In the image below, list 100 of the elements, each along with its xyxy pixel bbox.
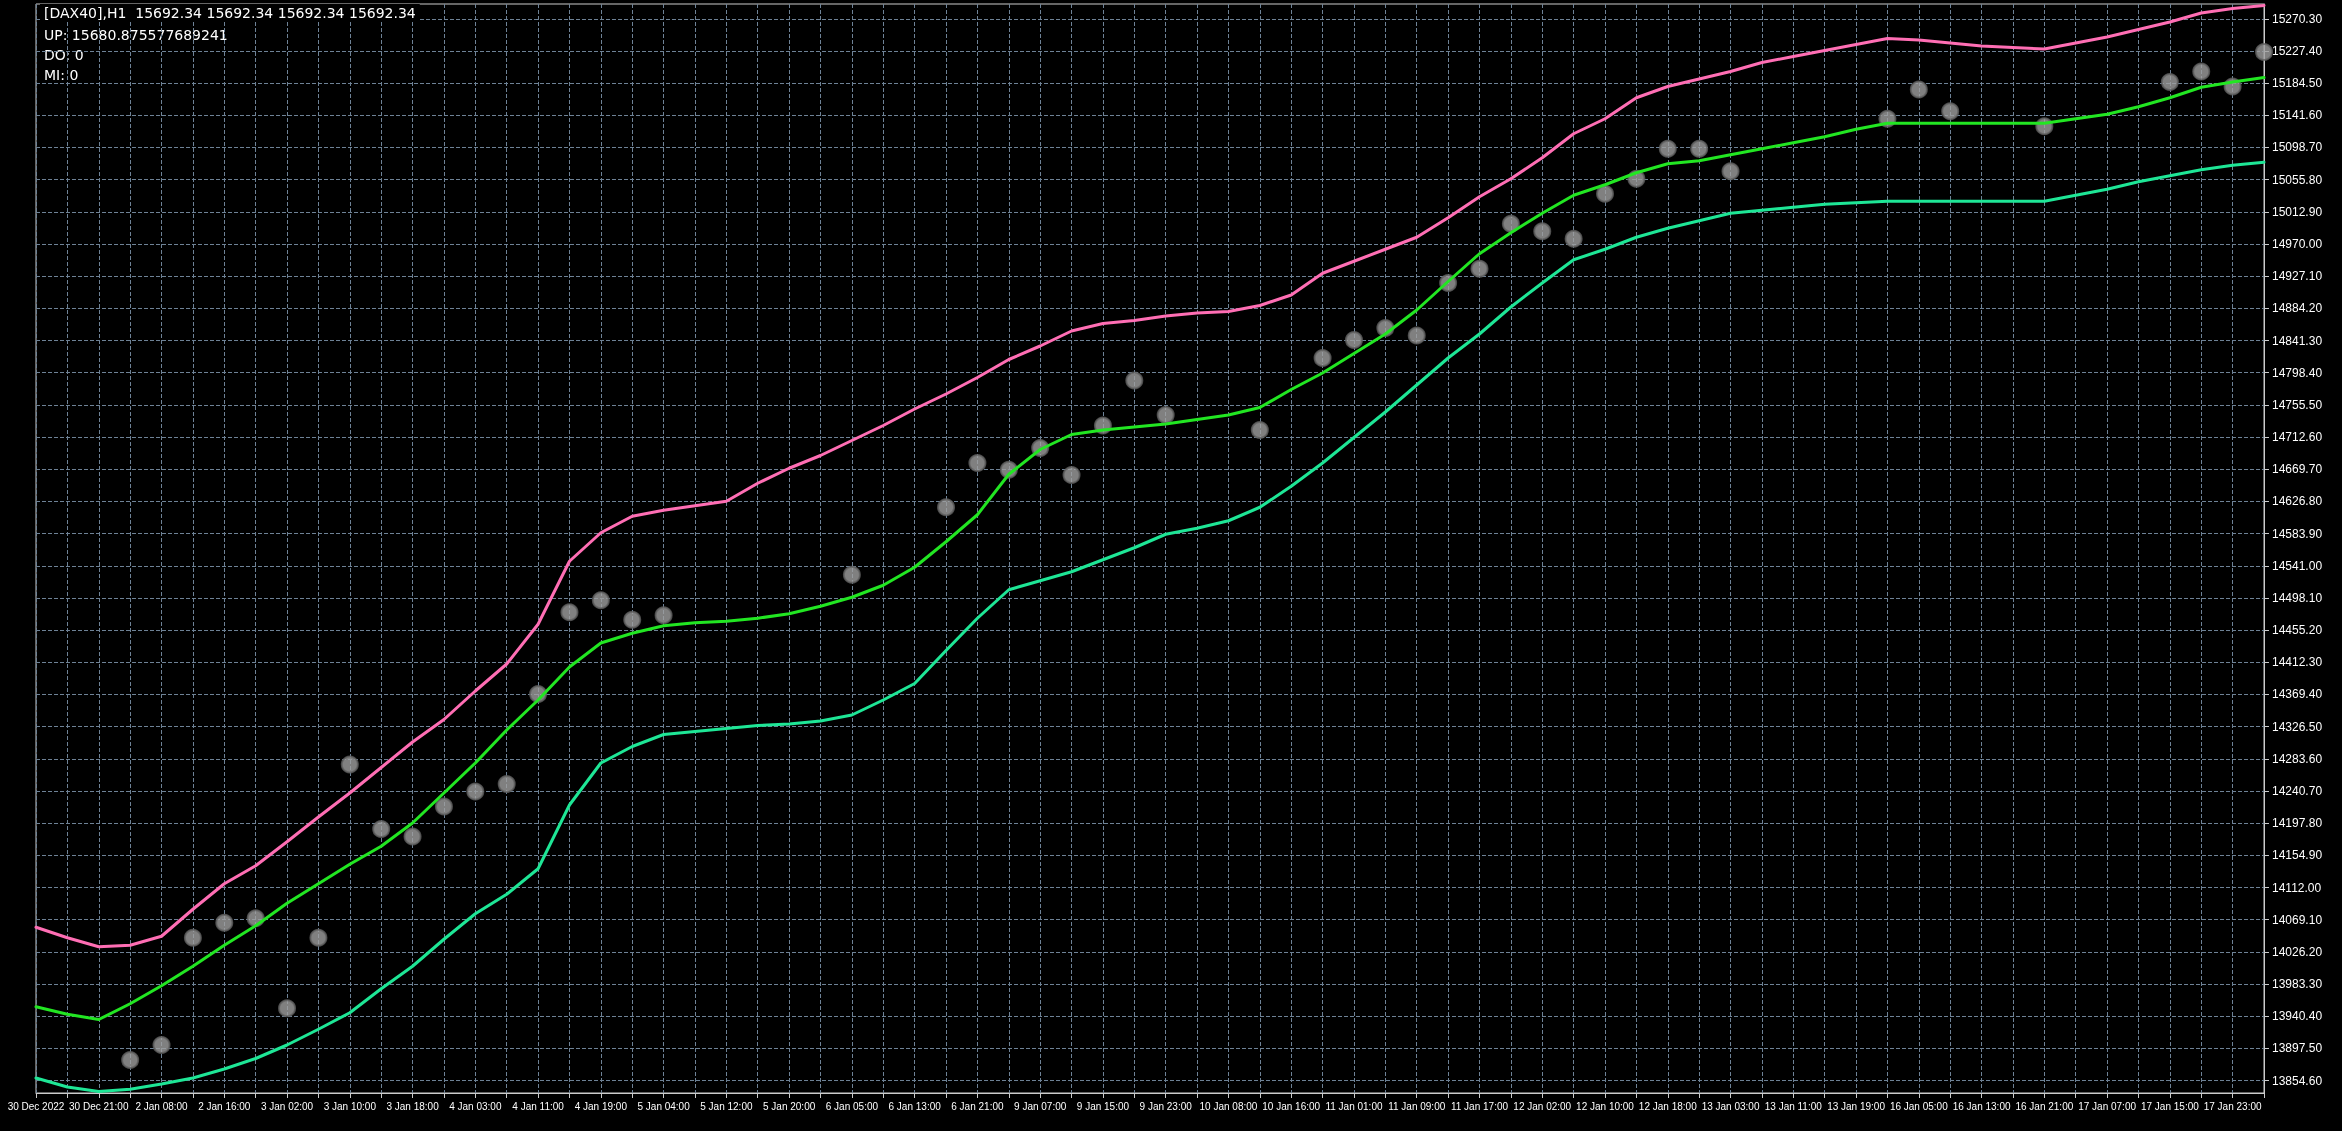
y-tick-label: 14583.90: [2272, 526, 2323, 541]
x-tick-label: 9 Jan 07:00: [1014, 1100, 1067, 1112]
chart-title: [DAX40],H1 15692.34 15692.34 15692.34 15692.34: [44, 5, 416, 21]
point: [1564, 229, 1583, 248]
x-tick-label: 6 Jan 13:00: [888, 1100, 942, 1112]
x-tick-label: 17 Jan 15:00: [2140, 1100, 2200, 1112]
y-tick-label: 14326.50: [2272, 719, 2323, 734]
y-tick-label: 15270.30: [2272, 11, 2323, 26]
y-tick-label: 13897.50: [2272, 1041, 2323, 1056]
y-tick-label: 13940.40: [2272, 1009, 2323, 1024]
point: [1344, 331, 1363, 349]
x-tick-label: 3 Jan 18:00: [386, 1100, 440, 1112]
x-tick-label: 11 Jan 01:00: [1325, 1100, 1383, 1112]
point: [937, 498, 956, 517]
x-tick-label: 6 Jan 05:00: [825, 1100, 879, 1112]
x-tick-label: 3 Jan 02:00: [260, 1100, 314, 1112]
y-tick-label: 15184.50: [2272, 76, 2323, 91]
y-tick-label: 14412.30: [2272, 655, 2323, 670]
point: [372, 820, 391, 838]
x-tick-label: 9 Jan 23:00: [1139, 1100, 1193, 1112]
y-tick-label: 14669.70: [2272, 462, 2323, 477]
annotation: MI: 0: [44, 67, 79, 83]
y-tick-label: 14069.10: [2272, 912, 2323, 927]
y-tick-label: 14369.40: [2272, 687, 2323, 702]
point: [183, 928, 202, 947]
x-tick-label: 17 Jan 23:00: [2203, 1100, 2262, 1112]
point: [1690, 139, 1709, 158]
point: [591, 591, 610, 610]
y-tick-label: 14154.90: [2272, 848, 2323, 863]
y-tick-label: 15012.90: [2272, 204, 2323, 219]
point: [1721, 162, 1740, 181]
point: [1250, 421, 1269, 439]
point: [1407, 326, 1426, 345]
x-tick-label: 13 Jan 19:00: [1827, 1100, 1886, 1112]
x-tick-label: 3 Jan 10:00: [323, 1100, 377, 1112]
annotation: UP: 15680.875577689241: [44, 27, 228, 43]
x-tick-label: 13 Jan 11:00: [1764, 1100, 1823, 1112]
x-tick-label: 30 Dec 2022: [7, 1100, 65, 1112]
point: [842, 565, 861, 584]
y-tick-label: 14197.80: [2272, 816, 2323, 831]
point: [1909, 80, 1928, 99]
point: [2160, 73, 2179, 91]
y-tick-label: 15227.40: [2272, 43, 2323, 58]
y-tick-label: 13983.30: [2272, 977, 2323, 992]
point: [1941, 102, 1960, 121]
x-tick-label: 10 Jan 16:00: [1262, 1100, 1321, 1112]
y-tick-label: 15055.80: [2272, 172, 2323, 187]
point: [121, 1051, 140, 1069]
x-tick-label: 11 Jan 09:00: [1388, 1100, 1446, 1112]
y-tick-label: 14626.80: [2272, 494, 2323, 509]
x-tick-label: 16 Jan 05:00: [1889, 1100, 1949, 1112]
point: [560, 603, 579, 622]
point: [623, 610, 642, 629]
x-tick-label: 5 Jan 12:00: [700, 1100, 753, 1112]
point: [215, 913, 234, 932]
x-tick-label: 13 Jan 03:00: [1701, 1100, 1760, 1112]
x-tick-label: 12 Jan 10:00: [1576, 1100, 1635, 1112]
y-tick-label: 14712.60: [2272, 430, 2323, 445]
x-tick-label: 6 Jan 21:00: [951, 1100, 1004, 1112]
point: [403, 827, 422, 846]
y-tick-label: 14112.00: [2272, 880, 2322, 895]
x-tick-label: 2 Jan 16:00: [198, 1100, 251, 1112]
point: [309, 928, 328, 947]
point: [968, 454, 987, 472]
x-tick-label: 5 Jan 04:00: [637, 1100, 691, 1112]
point: [1062, 466, 1081, 484]
y-tick-label: 14026.20: [2272, 944, 2323, 959]
point: [1533, 222, 1552, 241]
point: [2255, 43, 2273, 61]
x-tick-label: 12 Jan 02:00: [1513, 1100, 1572, 1112]
point: [1596, 184, 1615, 203]
y-tick-label: 15141.60: [2272, 108, 2323, 123]
point: [654, 606, 673, 625]
y-tick-label: 14841.30: [2272, 333, 2323, 348]
y-tick-label: 14927.10: [2272, 269, 2323, 284]
point: [1156, 406, 1175, 424]
x-tick-label: 4 Jan 03:00: [449, 1100, 502, 1112]
point: [1658, 139, 1677, 158]
y-tick-label: 14798.40: [2272, 365, 2323, 380]
point: [1470, 259, 1489, 278]
x-tick-label: 10 Jan 08:00: [1199, 1100, 1258, 1112]
x-tick-label: 16 Jan 13:00: [1952, 1100, 2011, 1112]
point: [466, 782, 485, 801]
y-tick-label: 14283.60: [2272, 751, 2323, 766]
point: [152, 1036, 171, 1054]
x-tick-label: 30 Dec 21:00: [69, 1100, 129, 1112]
point: [1501, 214, 1520, 233]
y-tick-label: 14884.20: [2272, 301, 2323, 316]
y-tick-label: 13854.60: [2272, 1073, 2323, 1088]
point: [2192, 62, 2211, 81]
y-tick-label: 14970.00: [2272, 237, 2323, 251]
x-tick-label: 16 Jan 21:00: [2015, 1100, 2074, 1112]
point: [340, 755, 359, 774]
point: [1125, 371, 1144, 390]
x-tick-label: 12 Jan 18:00: [1638, 1100, 1698, 1112]
y-tick-label: 14455.20: [2272, 623, 2323, 638]
x-tick-label: 5 Jan 20:00: [762, 1100, 816, 1112]
y-tick-label: 15098.70: [2272, 140, 2323, 155]
point: [497, 775, 516, 793]
y-tick-label: 14755.50: [2272, 397, 2323, 412]
